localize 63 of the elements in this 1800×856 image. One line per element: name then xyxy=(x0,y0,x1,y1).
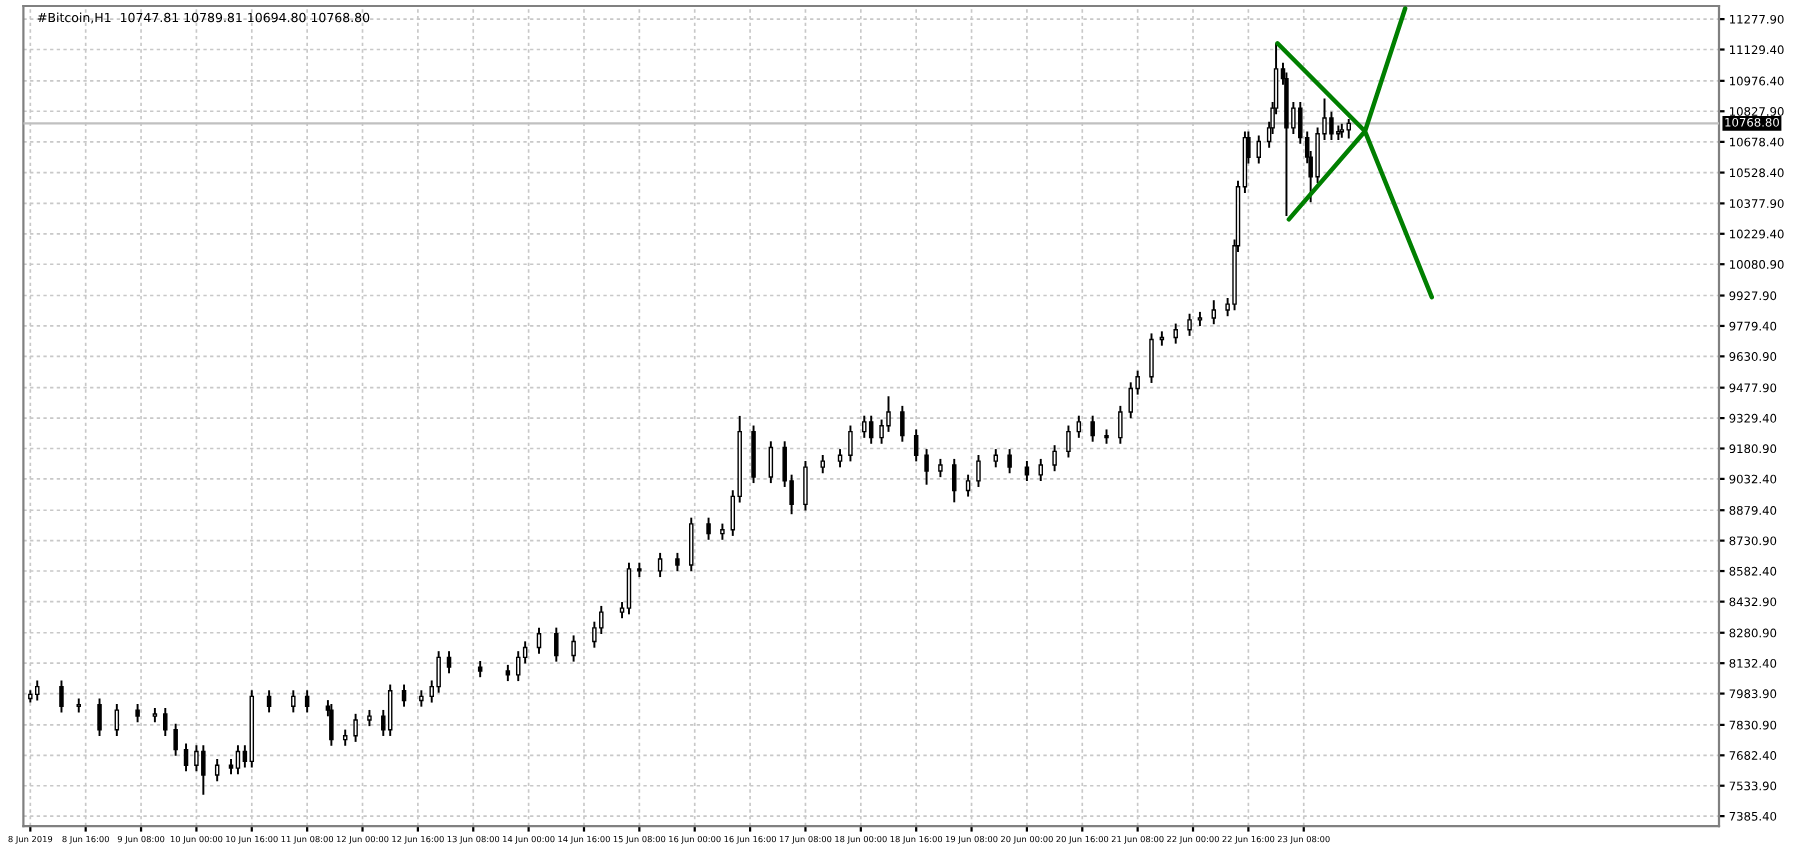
candlestick xyxy=(862,414,867,439)
candlestick xyxy=(938,457,943,479)
candlestick xyxy=(768,440,774,485)
candlestick xyxy=(965,473,971,498)
candlestick xyxy=(599,604,604,635)
candlestick xyxy=(1211,299,1217,326)
candlestick xyxy=(1118,404,1123,445)
candlestick xyxy=(1329,110,1334,141)
candlestick xyxy=(183,742,189,773)
candlestick xyxy=(446,650,452,675)
candlestick xyxy=(976,454,981,488)
candlestick xyxy=(820,454,826,475)
candlestick xyxy=(993,448,999,469)
candlestick xyxy=(924,448,929,486)
candlestick xyxy=(571,634,576,663)
candlestick xyxy=(900,404,905,443)
candlestick xyxy=(675,551,680,573)
candlestick xyxy=(214,758,220,783)
candlestick xyxy=(848,424,853,463)
candlestick xyxy=(1076,414,1082,439)
candlestick xyxy=(951,457,957,504)
candlestick xyxy=(706,516,711,541)
candlestick xyxy=(291,689,296,714)
candlestick xyxy=(401,683,407,708)
candlestick xyxy=(1007,448,1012,475)
candlestick xyxy=(34,679,40,702)
line-series xyxy=(1275,6,1435,300)
candlestick xyxy=(1128,381,1133,420)
candlestick xyxy=(97,697,102,737)
candlestick xyxy=(1024,459,1030,482)
candlestick xyxy=(235,744,241,776)
candlestick xyxy=(1066,424,1071,459)
candlestick xyxy=(135,703,140,724)
candlestick xyxy=(868,414,874,445)
candlestick xyxy=(329,703,334,747)
candlestick xyxy=(114,703,120,737)
candlestick xyxy=(515,650,521,683)
candlestick xyxy=(163,706,168,737)
candlestick xyxy=(1052,444,1057,473)
candlestick xyxy=(1149,332,1154,384)
candlestick xyxy=(201,744,206,796)
candlestick xyxy=(1187,312,1192,337)
candlestick xyxy=(173,722,178,757)
candlestick xyxy=(554,626,559,663)
candlestick xyxy=(837,448,843,469)
candlestick xyxy=(626,561,632,616)
candlestick xyxy=(266,689,272,714)
candlestick xyxy=(536,626,542,655)
candlestick xyxy=(353,712,358,743)
candlestick xyxy=(913,428,919,463)
candlestick xyxy=(1173,322,1178,345)
candlestick xyxy=(689,516,694,573)
candlestick xyxy=(304,689,310,714)
candlestick xyxy=(879,418,884,445)
candlestick xyxy=(803,459,808,512)
candlestick xyxy=(194,744,199,773)
candlestick xyxy=(657,551,663,579)
candlestick xyxy=(1346,118,1351,140)
candlestick xyxy=(1090,414,1095,443)
candlestick xyxy=(59,679,64,714)
candlestick xyxy=(751,424,756,485)
candlestick xyxy=(1038,457,1044,482)
candlestick xyxy=(1256,134,1262,165)
